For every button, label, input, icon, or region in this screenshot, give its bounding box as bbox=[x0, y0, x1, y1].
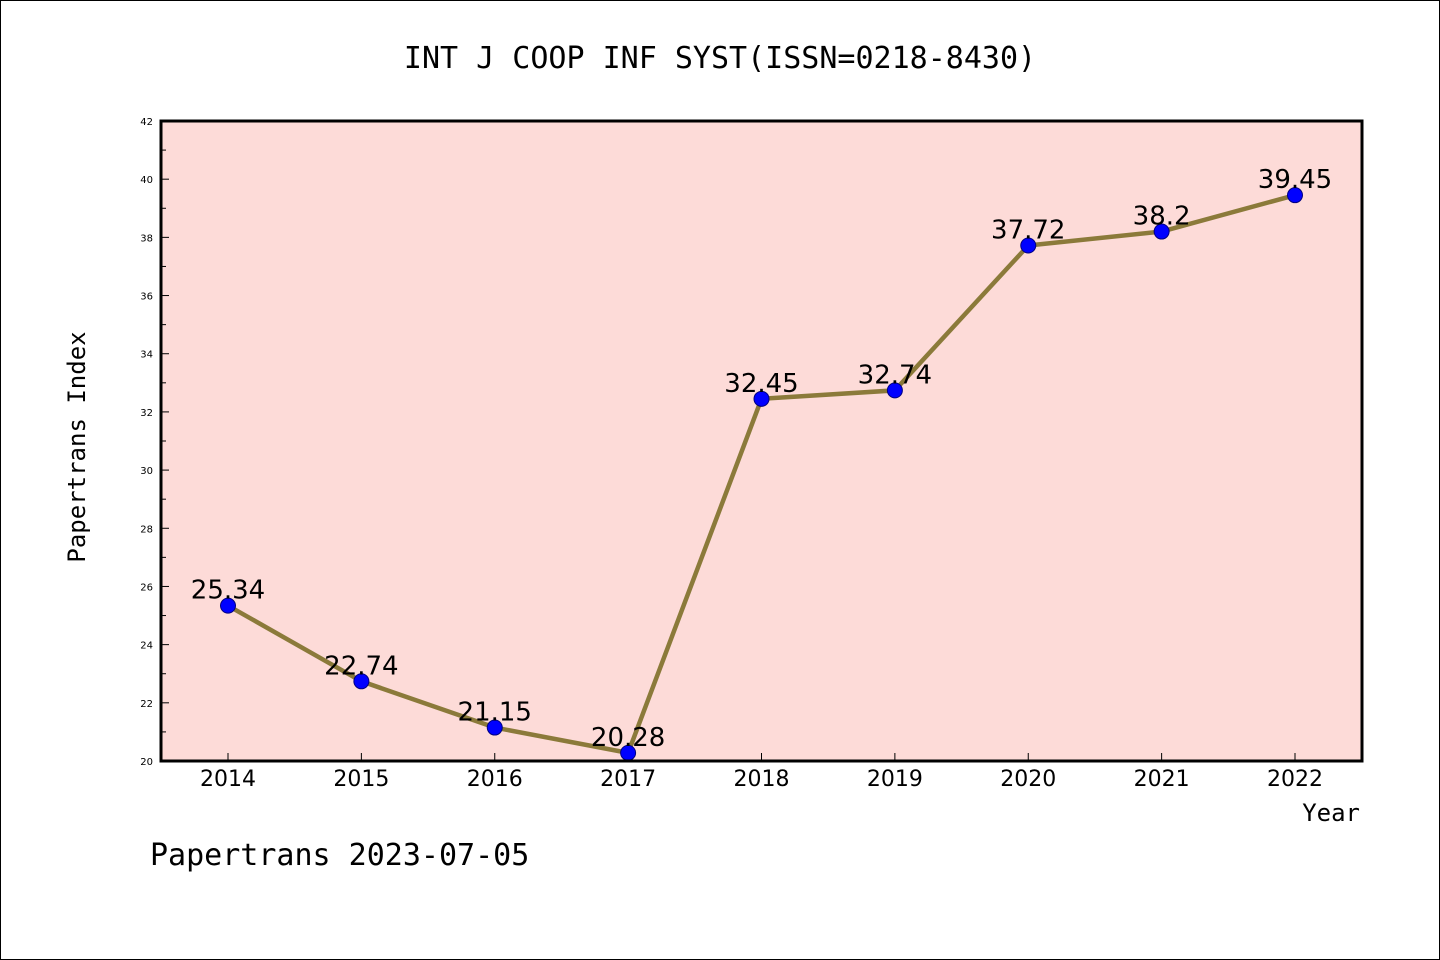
x-tick-label: 2020 bbox=[1000, 767, 1056, 792]
y-tick-label: 32 bbox=[140, 408, 153, 419]
data-point bbox=[886, 382, 903, 399]
data-label: 25.34 bbox=[191, 576, 265, 606]
x-tick-label: 2014 bbox=[200, 767, 256, 792]
data-point bbox=[1020, 237, 1037, 254]
data-label: 32.74 bbox=[858, 360, 932, 390]
data-label: 39.45 bbox=[1258, 165, 1332, 195]
data-label: 20.28 bbox=[591, 723, 665, 753]
y-tick-label: 26 bbox=[140, 582, 153, 593]
x-tick-label: 2019 bbox=[867, 767, 923, 792]
y-tick-label: 22 bbox=[140, 699, 153, 710]
data-label: 32.45 bbox=[724, 369, 798, 399]
y-axis-title: Papertrans Index bbox=[63, 331, 91, 562]
data-label: 22.74 bbox=[324, 651, 398, 681]
x-tick-label: 2022 bbox=[1267, 767, 1323, 792]
series-layer bbox=[220, 187, 1303, 761]
x-axis: 2014 2015 2016 2017 2018 2019 2020 2021 2022 bbox=[200, 753, 1323, 792]
data-point bbox=[1287, 187, 1303, 204]
x-axis-title: Year bbox=[1302, 799, 1360, 827]
y-tick-label: 38 bbox=[140, 233, 153, 244]
data-label: 21.15 bbox=[458, 698, 532, 728]
data-point bbox=[1153, 223, 1170, 240]
y-tick-label: 24 bbox=[140, 641, 153, 652]
x-tick-label: 2016 bbox=[467, 767, 523, 792]
x-tick-label: 2021 bbox=[1134, 767, 1190, 792]
plot-border bbox=[159, 119, 1364, 763]
data-point bbox=[753, 390, 770, 407]
y-tick-label: 20 bbox=[140, 757, 153, 768]
footer-text: Papertrans 2023-07-05 bbox=[150, 838, 529, 873]
data-point bbox=[353, 673, 370, 690]
y-tick-label: 34 bbox=[140, 350, 153, 361]
chart-title: INT J COOP INF SYST(ISSN=0218-8430) bbox=[404, 41, 1036, 76]
y-tick-label: 42 bbox=[140, 117, 153, 128]
y-tick-label: 28 bbox=[140, 524, 153, 535]
data-label: 38.2 bbox=[1133, 202, 1191, 232]
y-tick-label: 40 bbox=[140, 175, 153, 186]
data-point bbox=[486, 719, 503, 736]
x-tick-label: 2015 bbox=[333, 767, 389, 792]
x-tick-label: 2018 bbox=[734, 767, 790, 792]
y-tick-label: 30 bbox=[140, 466, 153, 477]
y-tick-label: 36 bbox=[140, 292, 153, 303]
data-point bbox=[220, 597, 236, 614]
data-labels: 25.34 22.74 21.15 20.28 32.45 32.74 37.72 38.2 3… bbox=[191, 165, 1332, 753]
x-tick-label: 2017 bbox=[600, 767, 656, 792]
data-label: 37.72 bbox=[991, 216, 1065, 246]
